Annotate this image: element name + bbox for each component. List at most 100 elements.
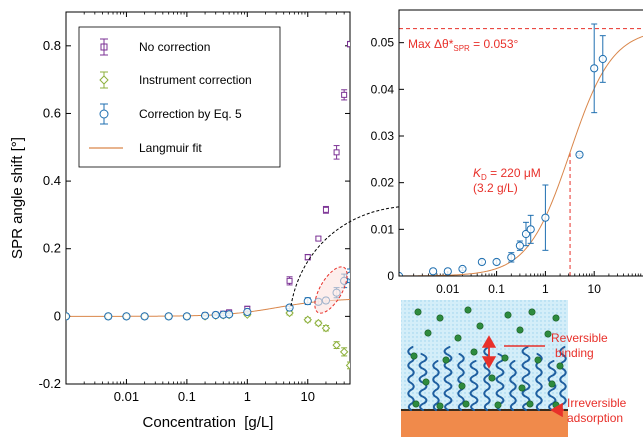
y-tick-label: 0 [54, 308, 61, 323]
data-point [66, 312, 71, 321]
substrate [401, 410, 568, 437]
legend-item-instrument-correction: Instrument correction [99, 71, 252, 89]
main-axis-ticks: 0.01 0.1 1 10 -0.2 0 0.2 0.4 0.6 0.8 [39, 12, 350, 404]
molecule [454, 334, 462, 342]
molecule [476, 322, 484, 330]
polymer-brush-strands [407, 346, 567, 411]
polymer-strand [509, 360, 517, 411]
data-point [598, 54, 607, 64]
diamond-marker-icon [99, 75, 109, 85]
x-tick-label: 1 [542, 282, 549, 296]
molecule [544, 330, 552, 338]
data-point [303, 297, 312, 306]
molecule [462, 400, 470, 408]
molecule [494, 401, 502, 409]
inset-plot-frame [398, 9, 643, 277]
data-point [575, 150, 584, 159]
y-tick-label: 0 [387, 269, 394, 283]
x-tick-label: 1 [244, 389, 251, 404]
data-point [122, 312, 131, 321]
data-point [140, 312, 149, 321]
data-point [477, 257, 487, 267]
y-tick-label: 0.6 [43, 105, 61, 120]
data-point [285, 303, 294, 312]
legend: No correction Instrument correction Corr… [78, 26, 281, 168]
data-point [243, 307, 252, 317]
data-point [515, 241, 524, 250]
x-tick-label: 10 [301, 389, 315, 404]
main-y-axis-label: SPR angle shift [°] [9, 137, 26, 259]
y-tick-label: 0.4 [43, 173, 61, 188]
legend-box [78, 26, 281, 168]
polymer-strand [457, 353, 465, 411]
kd-label-k: K [473, 166, 482, 180]
data-point [164, 312, 173, 321]
data-point [526, 225, 535, 234]
data-point [458, 264, 467, 274]
max-label-prefix: Max Δθ* [408, 37, 454, 51]
legend-item-correction-eq5: Correction by Eq. 5 [99, 103, 242, 125]
molecule [414, 308, 422, 316]
molecule [488, 374, 496, 382]
data-point [347, 41, 350, 48]
irreversible-label-2: adsorption [567, 411, 623, 425]
y-tick-label: 0.05 [371, 36, 395, 50]
molecule [470, 348, 478, 356]
data-point [541, 213, 550, 222]
reversible-label-2: binding [555, 346, 594, 360]
polymer-strand [443, 346, 453, 411]
data-point [182, 312, 191, 321]
molecule [504, 311, 512, 319]
max-label-suffix: = 0.053° [470, 37, 519, 51]
molecule [442, 356, 450, 364]
data-point [315, 235, 322, 242]
data-point [590, 64, 599, 73]
x-tick-label: 10 [588, 282, 602, 296]
polymer-strand [495, 353, 505, 411]
molecule [552, 314, 560, 322]
molecule [436, 402, 444, 410]
legend-item-langmuir-fit: Langmuir fit [89, 141, 202, 155]
polymer-strand [432, 360, 440, 411]
data-point [341, 91, 348, 98]
molecule [424, 329, 432, 337]
data-point [200, 311, 210, 320]
data-point [443, 267, 452, 276]
polymer-strand [521, 346, 531, 411]
kd-annotation-paren: (3.2 g/L) [473, 181, 518, 195]
molecule [552, 401, 560, 409]
reversible-label: Reversible [551, 331, 608, 345]
kd-label-sub: D [481, 173, 487, 182]
highlight-ellipse [314, 266, 348, 314]
molecule [534, 356, 542, 364]
polymer-brush-illustration: Reversible binding Irreversible adsorpti… [401, 300, 627, 437]
data-point [303, 315, 312, 324]
x-tick-label: 0.01 [114, 389, 139, 404]
molecule [410, 352, 418, 360]
legend-item-no-correction: No correction [100, 38, 210, 56]
molecule [501, 354, 509, 362]
main-x-axis-label: Concentration [g/L] [143, 414, 274, 431]
legend-label: Instrument correction [139, 73, 252, 87]
data-point [321, 323, 331, 333]
molecule [528, 308, 536, 316]
x-tick-label: 0.01 [436, 282, 460, 296]
data-point [345, 361, 350, 370]
y-tick-label: -0.2 [39, 376, 61, 391]
polymer-strand [418, 353, 428, 411]
inset-axis-ticks: 0.01 0.1 1 10 0 0.01 0.02 0.03 0.04 0.05 [371, 36, 642, 296]
y-tick-label: 0.04 [371, 82, 395, 96]
x-tick-label: 0.1 [488, 282, 505, 296]
polymer-strand [469, 360, 479, 411]
y-tick-label: 0.03 [371, 129, 395, 143]
molecule [526, 400, 534, 408]
data-point [225, 310, 234, 319]
y-tick-label: 0.01 [371, 222, 395, 236]
molecule [464, 306, 472, 314]
zoom-connector-arrow [290, 203, 443, 307]
data-point [507, 253, 516, 262]
molecule [412, 400, 420, 408]
data-point [104, 312, 113, 321]
max-shift-annotation: Max Δθ*SPR = 0.053° [408, 37, 519, 53]
legend-label: Correction by Eq. 5 [139, 107, 242, 121]
